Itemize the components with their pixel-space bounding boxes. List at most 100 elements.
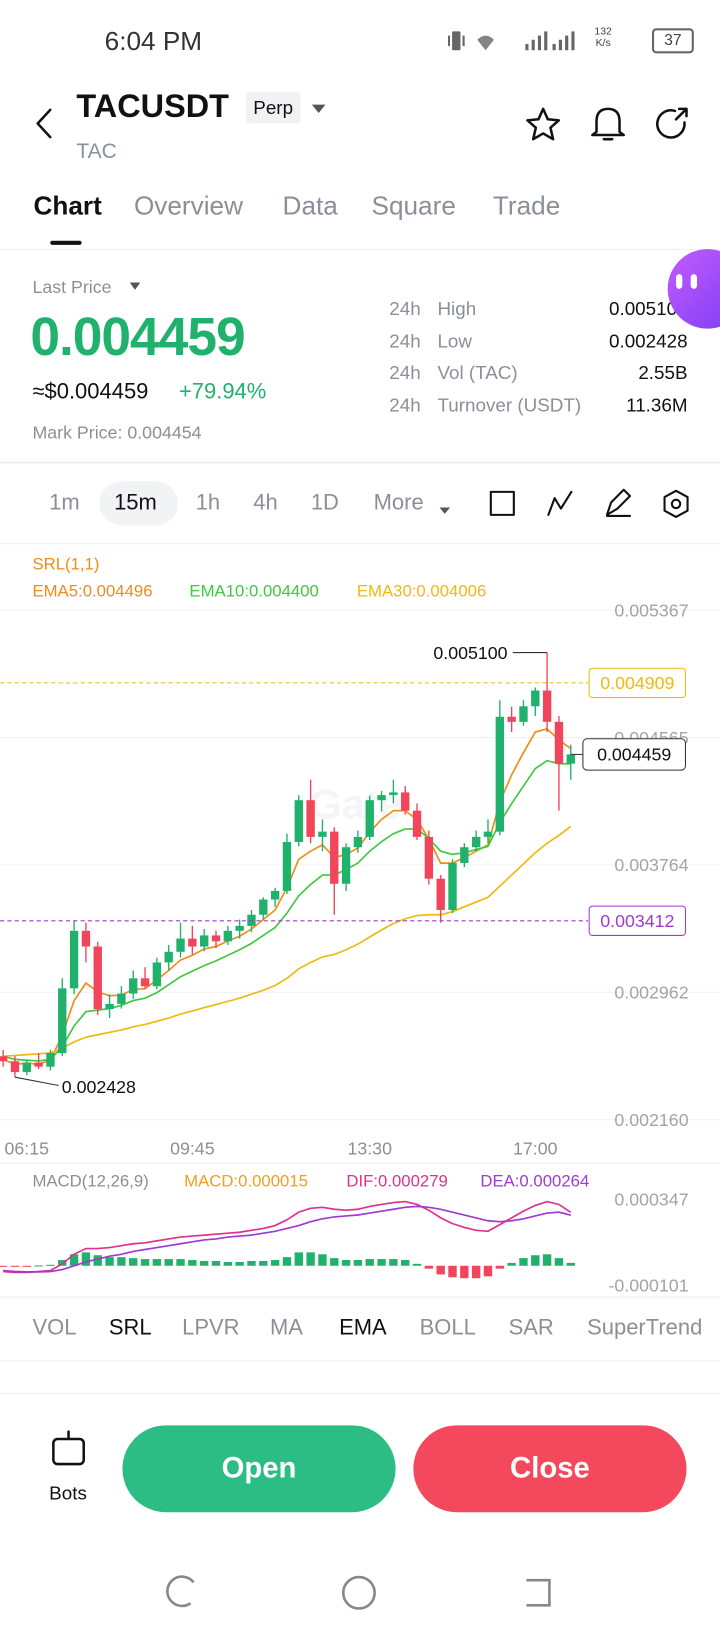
- indicator-tab[interactable]: SAR: [508, 1315, 554, 1340]
- interval-active-pill: [99, 481, 178, 526]
- ema-line: [2, 727, 572, 1065]
- candle-body: [507, 716, 516, 722]
- fullscreen-icon[interactable]: [489, 490, 515, 516]
- legend-entry: EMA5:0.004496: [32, 582, 153, 601]
- macd-bar: [34, 1265, 43, 1267]
- macd-bar: [105, 1257, 114, 1266]
- contract-badge[interactable]: Perp: [245, 92, 301, 124]
- macd-bar: [10, 1265, 20, 1267]
- interval[interactable]: 4h: [253, 490, 278, 515]
- open-label[interactable]: Open: [221, 1451, 297, 1484]
- close-label[interactable]: Close: [510, 1451, 590, 1484]
- candle-body: [129, 978, 138, 994]
- base-asset: TAC: [76, 140, 117, 164]
- macd-line: [3, 1205, 571, 1273]
- interval[interactable]: 1D: [310, 490, 339, 515]
- tab[interactable]: Square: [371, 191, 456, 221]
- candle-body: [235, 925, 244, 931]
- legend-entry: MACD:0.000015: [184, 1173, 308, 1191]
- macd-bar: [401, 1260, 410, 1266]
- bots-icon[interactable]: [52, 1437, 85, 1466]
- ema-line: [2, 759, 571, 1062]
- price-line-box: [588, 667, 686, 699]
- macd-bar: [81, 1252, 91, 1266]
- draw-icon[interactable]: [605, 488, 632, 517]
- stat-period: 24h: [389, 362, 421, 384]
- x-tick-label: 06:15: [5, 1138, 50, 1158]
- indicator-tab[interactable]: SuperTrend: [587, 1315, 703, 1340]
- indicator-tab[interactable]: EMA: [339, 1315, 387, 1340]
- indicator-tab[interactable]: MA: [269, 1315, 303, 1340]
- interval[interactable]: More: [373, 490, 424, 515]
- macd-bar: [117, 1257, 126, 1266]
- share-icon[interactable]: [656, 107, 688, 139]
- x-tick-label: 13:30: [347, 1138, 392, 1158]
- indicator-tab[interactable]: LPVR: [182, 1315, 240, 1340]
- macd-bar: [199, 1260, 209, 1266]
- candle-body: [436, 878, 445, 910]
- macd-bar: [93, 1255, 102, 1266]
- bots-label[interactable]: Bots: [49, 1482, 87, 1504]
- last-price-label: 0.004459: [597, 745, 671, 765]
- nav-recent[interactable]: [166, 1575, 195, 1608]
- net-speed-value: 132: [594, 26, 612, 38]
- tab[interactable]: Overview: [133, 191, 243, 221]
- divider: [0, 249, 720, 251]
- candle-body: [270, 890, 280, 900]
- interval[interactable]: 1m: [49, 490, 80, 515]
- macd-bar: [69, 1254, 79, 1266]
- interval[interactable]: 1h: [195, 490, 221, 515]
- macd-bar: [436, 1265, 445, 1275]
- macd-bar: [306, 1252, 315, 1266]
- macd-bar: [519, 1258, 528, 1266]
- price-change: +79.94%: [178, 379, 267, 404]
- close-button[interactable]: [413, 1425, 687, 1513]
- tab[interactable]: Data: [282, 191, 338, 221]
- macd-bar: [164, 1259, 173, 1266]
- open-button[interactable]: [122, 1425, 396, 1513]
- macd-bar: [365, 1259, 374, 1266]
- settings-icon[interactable]: [663, 489, 689, 519]
- macd-bar: [0, 1265, 8, 1267]
- stat-label: Turnover (USDT): [437, 394, 582, 415]
- macd-bar: [460, 1265, 469, 1279]
- stat-label: Low: [437, 330, 473, 352]
- indicator-title: SRL(1,1): [32, 555, 100, 574]
- indicator-tab[interactable]: BOLL: [419, 1315, 476, 1340]
- indicator-bar: VOL SRL LPVR MA EMA BOLL SAR SuperTrend: [0, 1314, 720, 1345]
- y-tick-label: 0.002160: [614, 1110, 688, 1130]
- candle-body: [152, 962, 162, 987]
- ema-line: [3, 825, 572, 1058]
- interval[interactable]: 15m: [114, 490, 157, 515]
- alert-icon[interactable]: [591, 107, 625, 141]
- macd-bar: [531, 1255, 540, 1266]
- candle-body: [318, 831, 327, 837]
- status-time: 6:04 PM: [104, 27, 203, 57]
- back-icon[interactable]: [36, 108, 52, 139]
- macd-line: [3, 1200, 572, 1274]
- stat-period: 24h: [389, 330, 421, 352]
- macd-bar: [341, 1260, 351, 1266]
- tab-underline: [50, 240, 82, 245]
- indicator-tab[interactable]: VOL: [32, 1315, 77, 1340]
- indicator-tab[interactable]: SRL: [108, 1315, 152, 1340]
- candle-body: [81, 930, 91, 947]
- status-icons: [447, 29, 580, 52]
- nav-home[interactable]: [341, 1575, 376, 1610]
- tab[interactable]: Chart: [33, 191, 102, 221]
- candle-body: [365, 800, 374, 837]
- mark-price: Mark Price: 0.004454: [32, 422, 202, 443]
- stat-period: 24h: [389, 298, 421, 320]
- tab[interactable]: Trade: [492, 191, 561, 221]
- macd-bar: [259, 1260, 268, 1266]
- candle-body: [199, 935, 209, 947]
- macd-bar: [282, 1257, 292, 1266]
- price-line-label: 0.003412: [600, 911, 674, 931]
- y-tick-label: 0.002962: [614, 983, 688, 1003]
- indicator-icon[interactable]: [547, 490, 573, 516]
- favorite-icon[interactable]: [526, 107, 561, 141]
- nav-back[interactable]: [526, 1578, 551, 1607]
- candle-body: [412, 810, 422, 837]
- candle-body: [93, 946, 102, 1010]
